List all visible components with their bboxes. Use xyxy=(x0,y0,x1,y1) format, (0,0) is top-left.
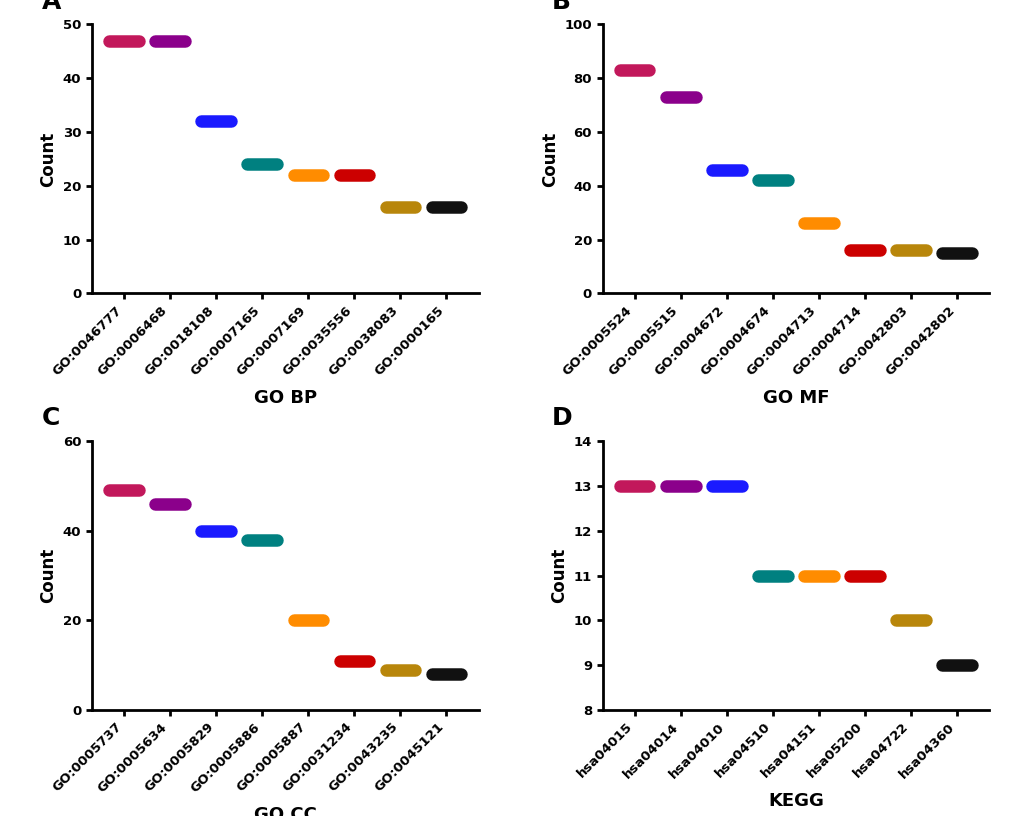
Text: A: A xyxy=(42,0,61,14)
X-axis label: KEGG: KEGG xyxy=(767,792,823,810)
X-axis label: GO CC: GO CC xyxy=(254,805,316,816)
Y-axis label: Count: Count xyxy=(40,131,57,187)
X-axis label: GO MF: GO MF xyxy=(762,389,828,407)
Text: C: C xyxy=(42,406,60,430)
Text: D: D xyxy=(551,406,573,430)
Y-axis label: Count: Count xyxy=(549,548,568,603)
Y-axis label: Count: Count xyxy=(540,131,558,187)
Y-axis label: Count: Count xyxy=(40,548,57,603)
X-axis label: GO BP: GO BP xyxy=(254,389,317,407)
Text: B: B xyxy=(551,0,571,14)
